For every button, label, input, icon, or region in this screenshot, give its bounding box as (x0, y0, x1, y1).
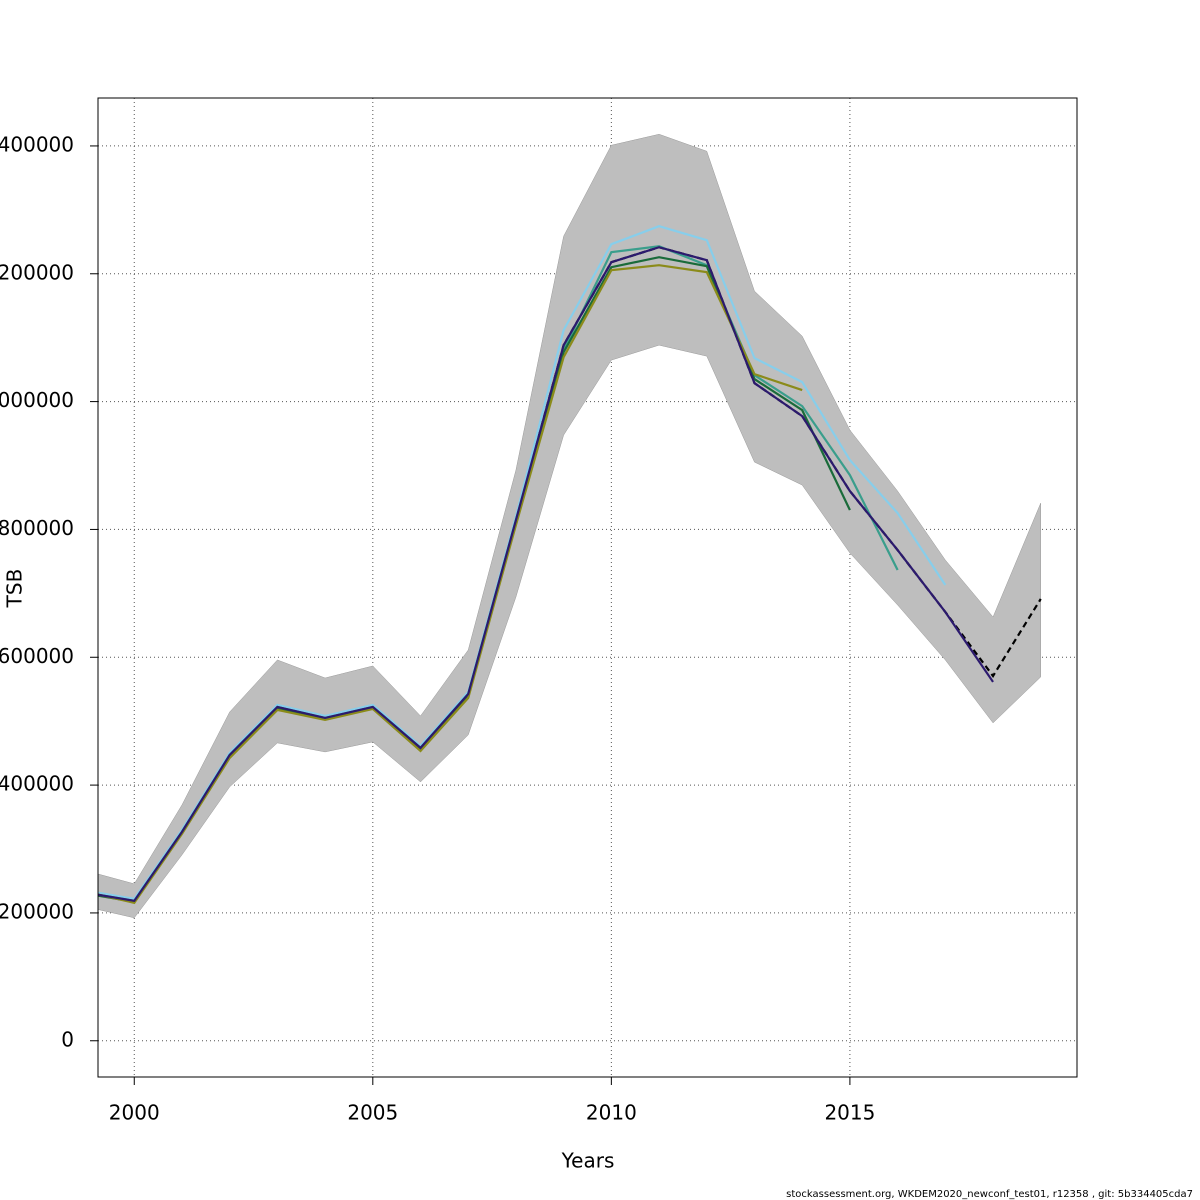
y-tick-label: 200000 (0, 899, 74, 923)
confidence-band (98, 133, 1041, 919)
x-tick-label: 2000 (109, 1101, 160, 1125)
y-axis-label: TSB (3, 569, 27, 609)
y-tick-label: 1400000 (0, 132, 74, 156)
y-tick-label: 600000 (0, 644, 74, 668)
plot-area (98, 98, 1077, 1077)
y-tick-label: 0 (61, 1027, 74, 1051)
x-tick-label: 2005 (347, 1101, 398, 1125)
y-tick-label: 1200000 (0, 260, 74, 284)
y-tick-label: 400000 (0, 772, 74, 796)
plot-frame (97, 97, 1078, 1078)
x-tick-label: 2015 (824, 1101, 875, 1125)
series-line (98, 264, 803, 905)
x-tick-label: 2010 (586, 1101, 637, 1125)
series-line (98, 246, 994, 903)
y-tick-label: 1000000 (0, 388, 74, 412)
x-axis-label: Years (561, 1149, 615, 1173)
y-tick-label: 800000 (0, 516, 74, 540)
footnote: stockassessment.org, WKDEM2020_newconf_t… (786, 1189, 1193, 1200)
